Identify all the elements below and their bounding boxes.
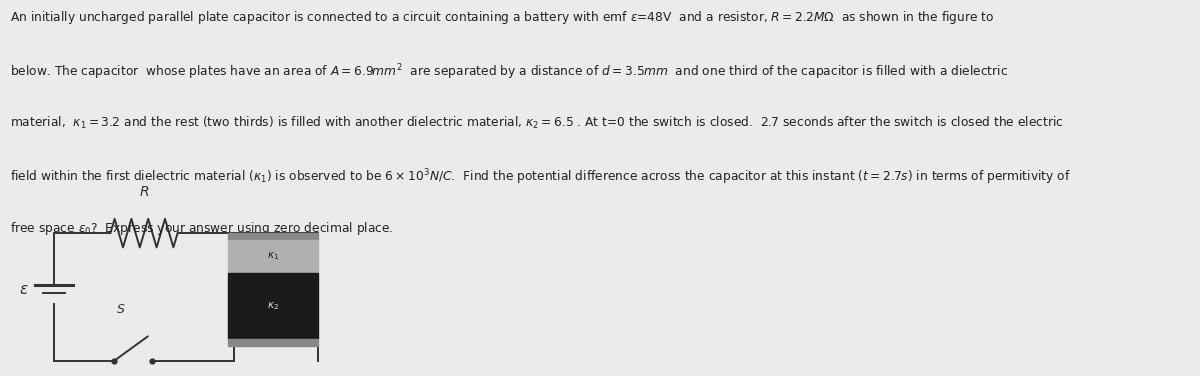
Text: An initially uncharged parallel plate capacitor is connected to a circuit contai: An initially uncharged parallel plate ca…: [10, 9, 994, 26]
Text: below. The capacitor  whose plates have an area of $A = 6.9mm^2$  are separated : below. The capacitor whose plates have a…: [10, 62, 1008, 82]
Text: $\kappa_2$: $\kappa_2$: [268, 300, 278, 312]
Bar: [228, 233, 318, 240]
Bar: [228, 339, 318, 346]
Bar: [228, 273, 318, 339]
Text: field within the first dielectric material ($\kappa_1$) is observed to be $6 \ti: field within the first dielectric materi…: [10, 167, 1070, 187]
Text: free space $\varepsilon_0$?  Express your answer using zero decimal place.: free space $\varepsilon_0$? Express your…: [10, 220, 394, 237]
Text: material,  $\kappa_1 = 3.2$ and the rest (two thirds) is filled with another die: material, $\kappa_1 = 3.2$ and the rest …: [10, 115, 1063, 131]
Text: $R$: $R$: [139, 185, 149, 199]
Text: $\varepsilon$: $\varepsilon$: [19, 282, 29, 297]
Text: $S$: $S$: [116, 303, 126, 316]
Bar: [228, 240, 318, 273]
Text: $\kappa_1$: $\kappa_1$: [266, 250, 280, 262]
